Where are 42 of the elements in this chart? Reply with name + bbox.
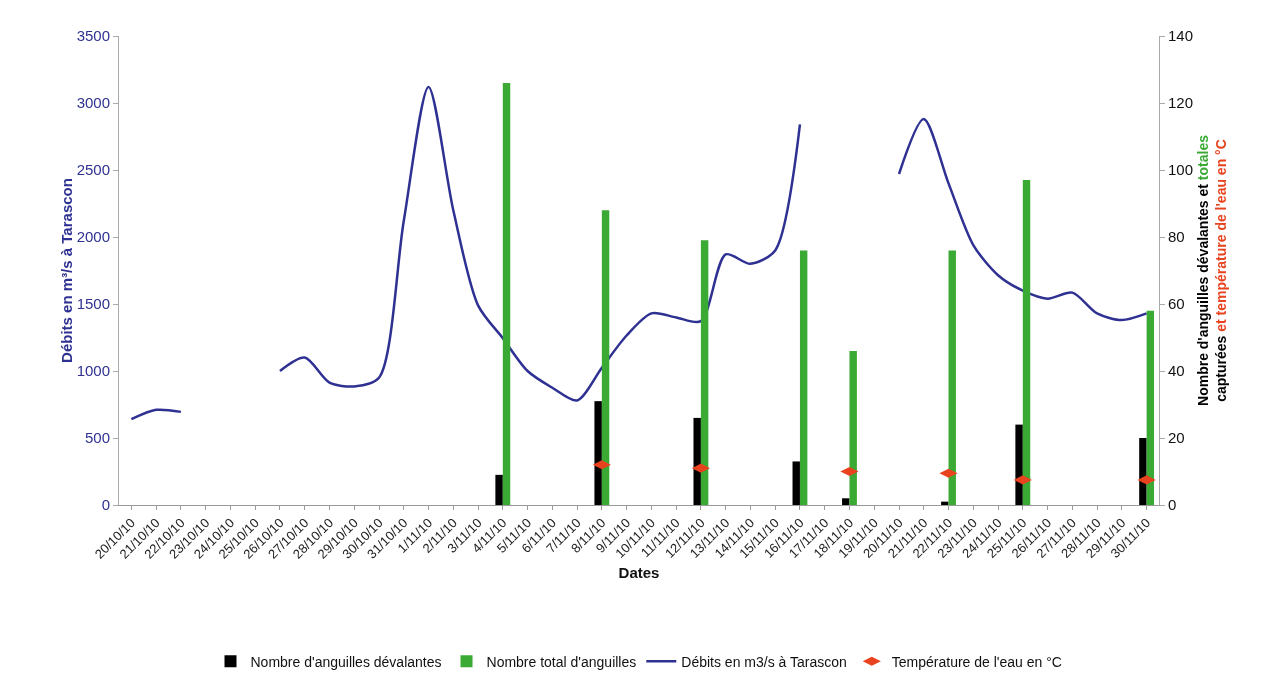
bar: [849, 350, 857, 505]
bar: [948, 250, 956, 505]
bar: [594, 401, 602, 505]
y-tick-label: 500: [84, 429, 110, 447]
bar: [1146, 310, 1155, 505]
legend-label: Débits en m3/s à Tarascon: [681, 653, 847, 670]
y2-tick-label: 120: [1168, 94, 1194, 112]
y2-tick-label: 0: [1168, 496, 1177, 514]
y2-tick-label: 80: [1168, 228, 1185, 246]
y2-tick-label: 100: [1168, 161, 1194, 179]
text: capturées: [1213, 335, 1230, 402]
bar: [700, 240, 709, 505]
text: totales: [1195, 135, 1212, 181]
y-tick-label: 1500: [76, 295, 110, 313]
legend-label: Nombre total d'anguilles: [486, 653, 637, 670]
y2-tick-label: 60: [1168, 295, 1185, 313]
bar: [1139, 438, 1147, 505]
y-tick-label: 2500: [76, 161, 110, 179]
y-tick-label: 0: [101, 496, 110, 514]
text: et température de l'eau en °C: [1213, 139, 1230, 332]
bar: [941, 501, 949, 505]
y2-tick-label: 140: [1168, 27, 1194, 45]
x-axis-title: Dates: [618, 563, 660, 581]
bar: [799, 250, 808, 505]
text: Nombre d'anguilles dévalantes et: [1195, 184, 1212, 406]
bar: [495, 474, 503, 505]
bar: [693, 417, 701, 505]
legend-label: Nombre d'anguilles dévalantes: [250, 653, 442, 670]
y-tick-label: 3000: [76, 94, 110, 112]
y-tick-label: 1000: [76, 362, 110, 380]
bar: [842, 498, 850, 505]
y-axis-title: Débits en m³/s à Tarascon: [57, 178, 75, 363]
y-tick-label: 3500: [76, 27, 110, 45]
bar: [1022, 180, 1031, 505]
y-tick-label: 2000: [76, 228, 110, 246]
y2-tick-label: 20: [1168, 429, 1185, 447]
y2-tick-label: 40: [1168, 362, 1185, 380]
bar: [601, 210, 610, 505]
bar: [502, 82, 511, 505]
bar: [792, 461, 800, 505]
bar: [1015, 424, 1023, 505]
legend-label: Température de l'eau en °C: [891, 653, 1062, 670]
